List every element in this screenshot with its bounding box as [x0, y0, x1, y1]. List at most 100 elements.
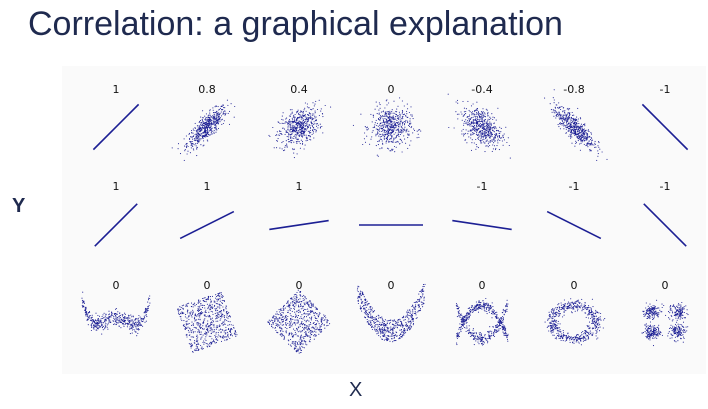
scatter-point [400, 140, 402, 142]
scatter-point [419, 309, 422, 311]
scatter-point [194, 302, 196, 304]
scatter-point [313, 129, 315, 131]
scatter-point [222, 108, 224, 111]
scatter-point [222, 306, 224, 308]
scatter-point [204, 115, 206, 117]
scatter-point [97, 317, 99, 320]
scatter-point [88, 311, 91, 313]
scatter-point [137, 323, 140, 325]
scatter-point [416, 130, 418, 132]
scatter-point [383, 329, 385, 331]
scatter-point [188, 302, 190, 304]
scatter-point [466, 311, 468, 313]
scatter-point [419, 129, 421, 131]
scatter-point [192, 309, 194, 311]
scatter-point [570, 129, 572, 131]
scatter-point [216, 308, 218, 310]
scatter-point [297, 119, 299, 121]
scatter-point [386, 126, 388, 128]
scatter-point [487, 132, 489, 134]
scatter-point [104, 320, 106, 322]
scatter-point [213, 120, 215, 122]
scatter-point [209, 112, 211, 114]
scatter-point [395, 146, 397, 148]
scatter-point [294, 324, 296, 326]
scatter-point [221, 313, 223, 315]
scatter-point [319, 126, 322, 128]
scatter-point [294, 131, 296, 133]
scatter-point [390, 326, 392, 328]
scatter-point [575, 141, 577, 143]
scatter-point [205, 125, 207, 127]
scatter-point [497, 129, 499, 131]
scatter-line [641, 103, 689, 151]
scatter-point [220, 296, 222, 298]
scatter-point [200, 347, 202, 349]
scatter-point [296, 317, 298, 319]
scatter-point [297, 289, 299, 291]
scatter-point [488, 141, 490, 143]
scatter-point [370, 320, 372, 322]
scatter-point [378, 320, 380, 322]
scatter-point [288, 141, 290, 143]
scatter-point [570, 134, 572, 136]
scatter-point [294, 331, 296, 333]
scatter-point [189, 152, 191, 154]
scatter-point [294, 319, 296, 321]
scatter-point [297, 138, 299, 140]
scatter-point [134, 325, 136, 327]
scatter-point [100, 318, 102, 320]
correlation-coefficient-label: 0 [295, 279, 303, 292]
scatter-point [556, 115, 558, 117]
scatter-point [494, 325, 497, 327]
scatter-point [211, 317, 213, 319]
scatter-point [583, 128, 585, 130]
scatter-point [183, 325, 185, 327]
scatter-point [287, 300, 289, 302]
scatter-point [209, 123, 211, 125]
scatter-point [287, 322, 289, 324]
scatter-point [378, 135, 380, 137]
scatter-point [398, 128, 400, 130]
scatter-point [497, 136, 499, 138]
scatter-point [81, 304, 83, 306]
scatter-point [200, 122, 202, 124]
scatter-point [183, 323, 185, 326]
scatter-point [574, 121, 576, 123]
scatter-point [297, 301, 299, 303]
scatter-point [185, 314, 187, 316]
scatter-point [398, 136, 400, 138]
scatter-point [412, 304, 414, 306]
scatter-point [559, 114, 561, 116]
scatter-point [221, 123, 223, 125]
scatter-point [324, 319, 326, 321]
scatter-point [498, 328, 500, 330]
scatter-point [415, 317, 417, 320]
scatter-point [409, 323, 412, 325]
scatter-point [204, 307, 206, 309]
scatter-point [210, 116, 212, 119]
scatter-point [135, 321, 137, 323]
scatter-point [99, 326, 101, 329]
scatter-point [399, 122, 401, 124]
scatter-point [377, 118, 380, 120]
scatter-point [294, 126, 296, 128]
scatter-point [223, 111, 225, 113]
scatter-point [400, 125, 402, 127]
scatter-point [179, 316, 181, 318]
scatter-point [570, 124, 572, 126]
scatter-point [283, 337, 285, 339]
correlation-coefficient-label: 0 [387, 83, 395, 96]
scatter-point [293, 322, 295, 324]
scatter-point [214, 117, 216, 120]
scatter-point [305, 331, 307, 333]
scatter-point [188, 132, 191, 134]
scatter-point [197, 127, 199, 129]
scatter-point [403, 114, 405, 116]
scatter-point [204, 333, 206, 335]
scatter-point [367, 315, 369, 317]
scatter-point [303, 134, 305, 136]
scatter-point [393, 327, 395, 330]
scatter-point [116, 313, 118, 315]
scatter-point [396, 111, 398, 113]
